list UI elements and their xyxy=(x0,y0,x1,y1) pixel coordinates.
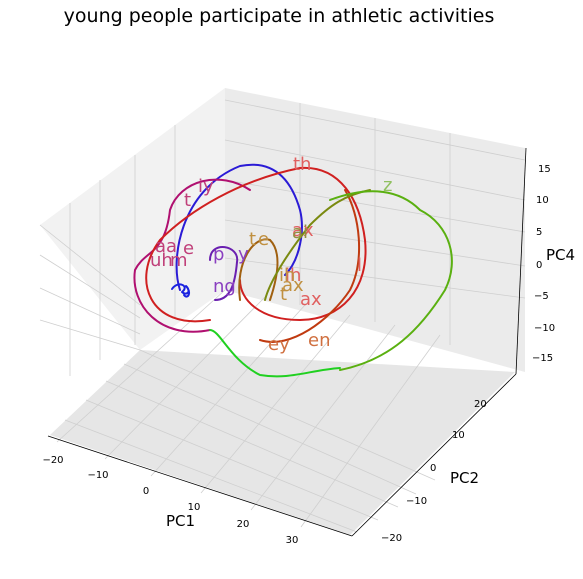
x-tick-labels: −20 −10 0 10 20 30 xyxy=(42,455,298,546)
phone-label: t xyxy=(249,229,256,250)
phone-label: ax xyxy=(300,289,322,310)
grid-line xyxy=(85,399,379,521)
x-tick-label: −10 xyxy=(87,470,108,481)
x-tick-label: 20 xyxy=(237,519,250,530)
phone-label: iy xyxy=(198,176,214,197)
trajectory-line xyxy=(145,166,367,323)
phone-label: uh xyxy=(150,250,173,271)
trajectory-line xyxy=(259,189,360,343)
z-tick-label: 5 xyxy=(536,227,542,238)
y-tick-label: −10 xyxy=(406,496,427,507)
trajectory-line xyxy=(264,189,371,301)
grid-line xyxy=(139,349,436,481)
z-tick-labels: 15 10 5 0 −5 −10 −15 xyxy=(532,164,555,364)
phone-label: ey xyxy=(268,334,290,355)
phone-label: th xyxy=(293,154,311,175)
x-tick-label: 10 xyxy=(188,502,201,513)
trajectory-line xyxy=(209,329,341,378)
phone-label: z xyxy=(383,175,392,196)
grid-line xyxy=(56,289,226,443)
phone-label: m xyxy=(170,250,188,271)
x-tick-label: 30 xyxy=(286,535,299,546)
grid-line xyxy=(200,314,351,494)
trajectories xyxy=(133,163,453,378)
grid-line xyxy=(250,324,396,511)
phone-label: e xyxy=(258,229,269,250)
z-tick-label: 0 xyxy=(536,260,542,271)
pane-left xyxy=(40,88,225,350)
y-tick-label: 10 xyxy=(452,430,465,441)
grid-line xyxy=(64,419,358,533)
axis-lines xyxy=(47,147,527,537)
phone-label: ih xyxy=(285,265,301,286)
z-tick-label: −5 xyxy=(534,291,549,302)
phone-label: t xyxy=(184,190,191,211)
grid-line xyxy=(150,304,306,477)
grid-line xyxy=(39,287,141,335)
grid-line xyxy=(39,254,141,319)
y-tick-label: −20 xyxy=(381,533,402,544)
x-tick-label: −20 xyxy=(42,455,63,466)
grid-lines xyxy=(39,99,526,533)
phone-label: l xyxy=(357,255,362,276)
y-tick-label: 20 xyxy=(474,399,487,410)
phone-label: e xyxy=(183,238,194,259)
x-axis-label: PC1 xyxy=(166,512,195,530)
grid-line xyxy=(104,296,266,460)
phone-label: ng xyxy=(213,276,236,297)
phone-label: t xyxy=(280,284,287,305)
grid-line xyxy=(39,319,141,351)
phone-label: p xyxy=(213,244,224,265)
grid-line xyxy=(105,380,399,508)
z-axis-line xyxy=(515,147,527,375)
z-tick-label: −15 xyxy=(532,353,553,364)
phone-label: ai xyxy=(292,222,308,243)
z-tick-label: −10 xyxy=(534,323,555,334)
grid-line xyxy=(300,334,441,528)
y-tick-labels: −20 −10 0 10 20 xyxy=(381,399,487,544)
grid-line xyxy=(39,224,141,306)
trajectory-line xyxy=(329,190,453,371)
grid-line xyxy=(123,363,417,495)
phone-label: ax xyxy=(282,275,304,296)
y-axis-label: PC2 xyxy=(450,469,479,487)
trajectory-line xyxy=(209,246,239,301)
z-tick-label: 10 xyxy=(536,195,549,206)
z-axis-label: PC4 xyxy=(546,246,575,264)
phone-label: y xyxy=(238,244,249,265)
trajectory-line xyxy=(171,283,191,298)
z-tick-label: 15 xyxy=(538,164,551,175)
x-tick-label: 0 xyxy=(143,486,149,497)
phone-label: aa xyxy=(155,236,177,257)
phone-label: en xyxy=(308,330,330,351)
phone-label: ih xyxy=(279,265,295,286)
x-axis-line xyxy=(47,435,353,537)
phone-label: ax xyxy=(292,220,314,241)
pane-floor xyxy=(50,350,515,535)
y-axis-line xyxy=(351,373,517,537)
y-tick-label: 0 xyxy=(430,463,436,474)
chart-title: young people participate in athletic act… xyxy=(64,5,495,27)
